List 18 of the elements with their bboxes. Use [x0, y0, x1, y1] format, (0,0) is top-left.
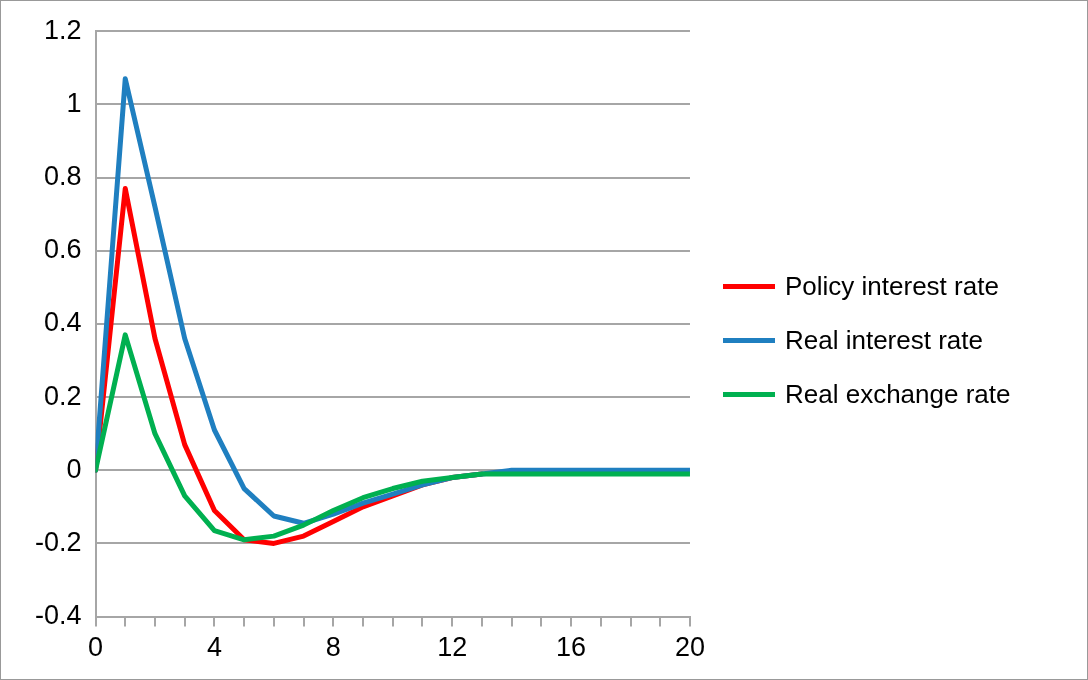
- y-tick-label: 0.2: [43, 380, 82, 411]
- x-tick-label: 12: [437, 632, 468, 663]
- y-tick-label: 0: [66, 453, 82, 484]
- x-tick-label: 8: [325, 632, 341, 663]
- y-tick-label: -0.2: [34, 526, 82, 557]
- x-tick-label: 4: [206, 632, 222, 663]
- x-tick-label: 16: [556, 632, 587, 663]
- x-tick-label: 20: [674, 632, 706, 663]
- y-tick-label: 0.4: [43, 307, 82, 338]
- legend-label: Real exchange rate: [785, 378, 1011, 410]
- x-tick-label: 0: [88, 632, 104, 663]
- legend-label: Policy interest rate: [785, 270, 999, 302]
- y-tick-label: 0.8: [43, 161, 82, 191]
- y-tick-label: 1: [66, 87, 82, 118]
- y-tick-label: 0.6: [43, 234, 82, 265]
- y-tick-label: -0.4: [34, 600, 82, 631]
- legend-label: Real interest rate: [785, 324, 983, 356]
- y-tick-label: 1.2: [43, 14, 82, 45]
